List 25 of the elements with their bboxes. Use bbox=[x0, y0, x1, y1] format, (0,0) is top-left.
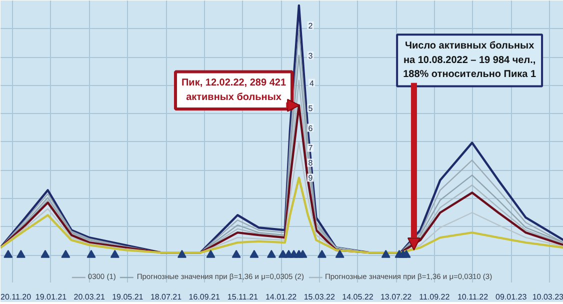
x-tick-label: 16.09.21 bbox=[188, 292, 220, 302]
x-tick-label: 10.11.22 bbox=[457, 292, 489, 302]
annotation: 7 bbox=[308, 144, 314, 153]
x-tick-label: 11.09.22 bbox=[419, 292, 450, 302]
annotation: 6 bbox=[308, 124, 314, 133]
x-tick-label: 09.01.23 bbox=[496, 292, 528, 302]
annotation: Пик, 12.02.22, 289 421 активных больных bbox=[181, 78, 286, 103]
annotation: 5 bbox=[308, 104, 314, 113]
annotation: 8 bbox=[308, 158, 314, 168]
x-tick-label: 14.01.22 bbox=[265, 292, 298, 302]
annotation: 9 bbox=[308, 174, 314, 183]
x-tick-label: 20.11.20 bbox=[0, 292, 32, 302]
annotation: 4 bbox=[310, 78, 315, 88]
annotation: 3 bbox=[308, 51, 314, 60]
x-tick-label: 15.11.21 bbox=[227, 292, 259, 302]
x-tick-label: 15.03.22 bbox=[304, 292, 336, 302]
x-tick-label: 18.07.21 bbox=[150, 292, 182, 302]
x-tick-label: 14.05.22 bbox=[342, 292, 374, 302]
x-tick-label: 20.03.21 bbox=[74, 292, 106, 302]
x-tick-label: 19.01.21 bbox=[35, 292, 68, 302]
x-tick-label: 13.07.22 bbox=[380, 292, 412, 302]
annotation: Число активных больных на 10.08.2022 – 19 984 чел., 188% относительно Пика 1 bbox=[403, 40, 536, 80]
x-tick-label: 19.05.21 bbox=[112, 292, 144, 302]
x-tick-label: 10.03.23 bbox=[532, 292, 563, 302]
annotation: 2 bbox=[308, 21, 314, 30]
